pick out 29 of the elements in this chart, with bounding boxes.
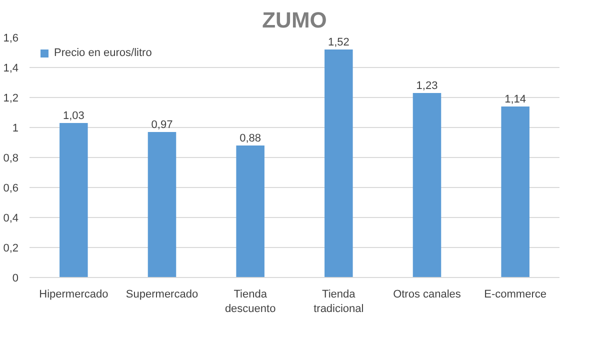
x-tick-label: Hipermercado [39,288,108,300]
x-tick-label: Supermercado [126,288,198,300]
data-label: 0,88 [240,132,262,144]
bar [236,146,264,278]
y-tick-label: 0,6 [3,182,19,194]
x-tick-label: E-commerce [484,288,547,300]
y-tick-label: 1,4 [3,62,19,74]
y-tick-label: 0,4 [3,212,19,224]
y-tick-label: 1,6 [3,32,19,44]
data-label: 0,97 [151,119,173,131]
x-tick-label: Otros canales [393,288,462,300]
y-tick-label: 0,2 [3,242,19,254]
data-label: 1,14 [504,94,526,106]
chart-title: ZUMO [262,8,327,32]
legend-label: Precio en euros/litro [54,47,152,59]
data-label: 1,52 [328,36,350,48]
bar [324,50,353,278]
y-tick-label: 1,2 [3,92,19,104]
y-tick-label: 0,8 [3,152,19,164]
bar [148,132,176,278]
x-tick-label: Tienda tradicional [314,288,364,315]
bar [501,106,530,278]
data-label: 1,03 [62,110,84,122]
bar [412,93,442,278]
bar [60,123,88,278]
x-tick-label: Tienda descuento [224,288,276,315]
y-tick-label: 1 [12,122,19,134]
data-label: 1,23 [416,80,438,92]
y-tick-label: 0 [12,272,19,284]
